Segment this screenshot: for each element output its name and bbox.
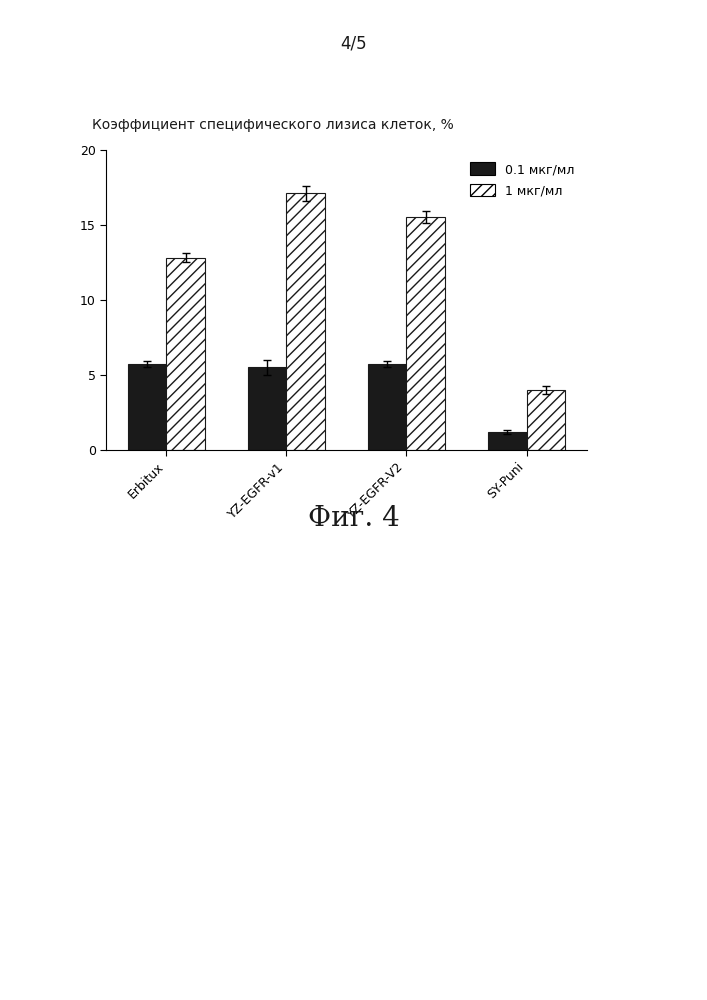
Bar — [248, 367, 286, 450]
Text: 4/5: 4/5 — [340, 35, 367, 53]
Bar — [286, 193, 325, 450]
Text: Коэффициент специфического лизиса клеток, %: Коэффициент специфического лизиса клеток… — [92, 118, 454, 132]
Bar — [407, 217, 445, 450]
Bar — [368, 364, 407, 450]
Text: Фиг. 4: Фиг. 4 — [308, 505, 399, 532]
Bar — [166, 258, 205, 450]
Bar — [527, 390, 565, 450]
Legend: 0.1 мкг/мл, 1 мкг/мл: 0.1 мкг/мл, 1 мкг/мл — [464, 156, 580, 203]
Bar — [128, 364, 166, 450]
Bar — [488, 432, 527, 450]
